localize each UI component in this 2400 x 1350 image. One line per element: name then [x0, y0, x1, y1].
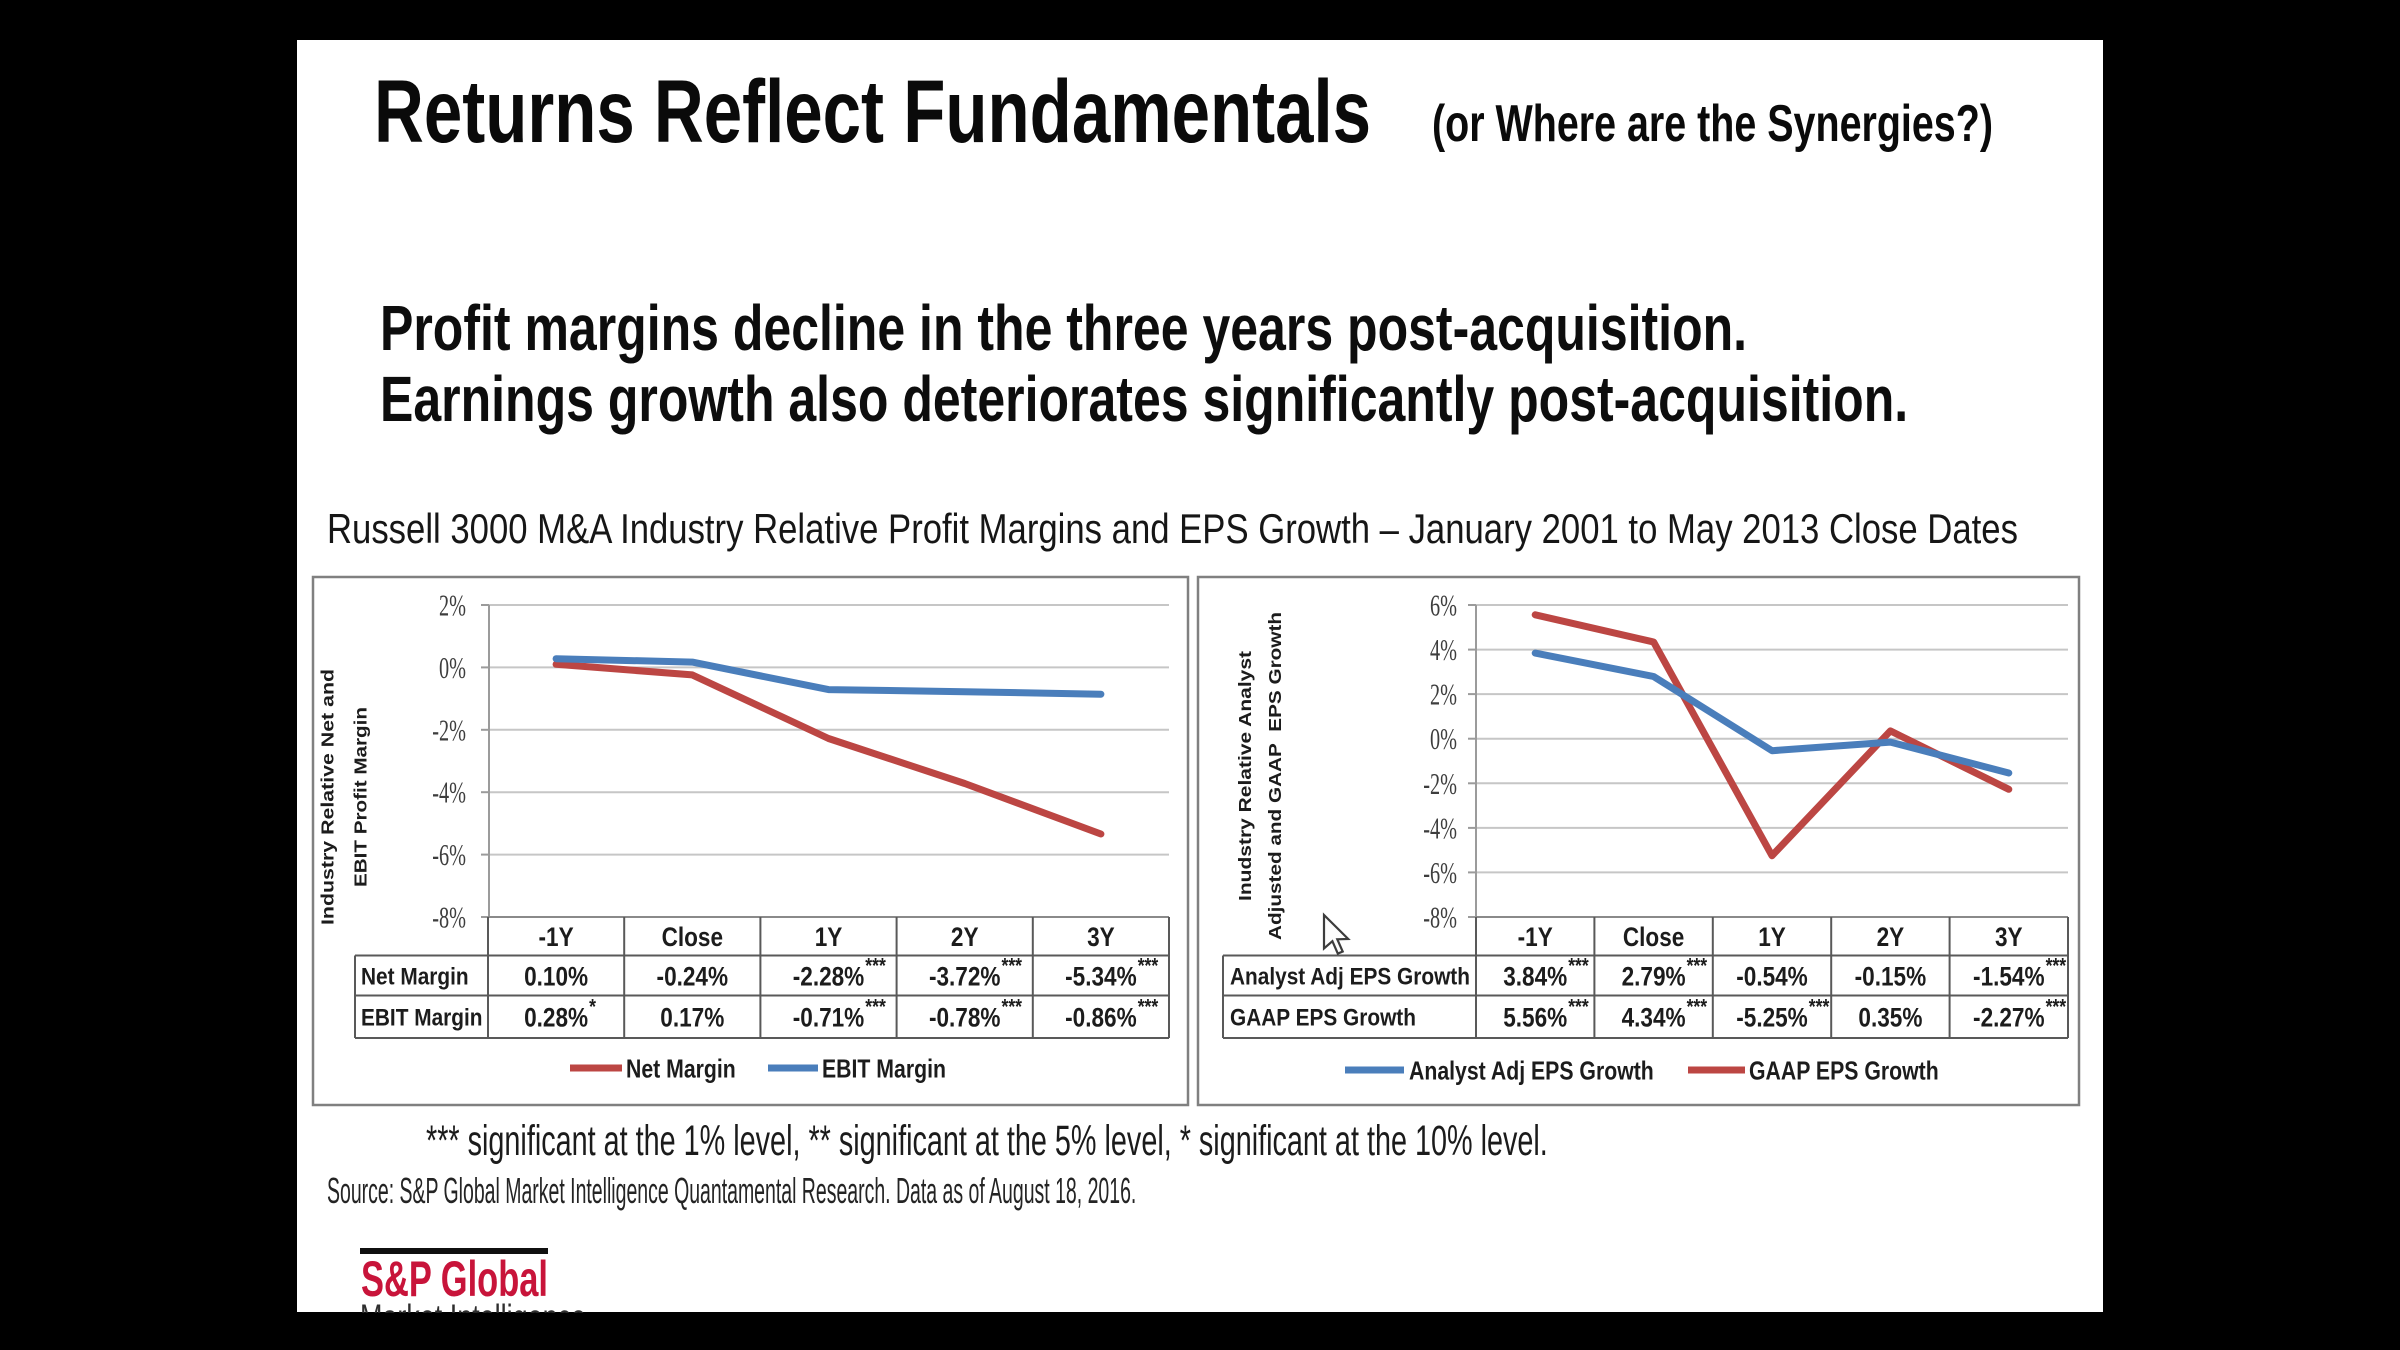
svg-text:-0.86%: -0.86% [1065, 1003, 1137, 1033]
svg-text:6%: 6% [1430, 588, 1457, 622]
svg-text:-1Y: -1Y [539, 922, 574, 952]
svg-text:***: *** [2046, 995, 2067, 1019]
svg-text:-4%: -4% [432, 775, 466, 809]
svg-text:-0.54%: -0.54% [1736, 962, 1808, 992]
svg-text:0%: 0% [1430, 722, 1457, 756]
svg-text:3Y: 3Y [1087, 922, 1115, 952]
svg-text:-0.24%: -0.24% [657, 962, 729, 992]
svg-text:0.35%: 0.35% [1858, 1003, 1922, 1033]
svg-text:-6%: -6% [1423, 856, 1457, 890]
svg-text:GAAP EPS Growth: GAAP EPS Growth [1749, 1058, 1939, 1086]
svg-text:***: *** [1002, 995, 1023, 1019]
svg-text:Analyst Adj EPS Growth: Analyst Adj EPS Growth [1409, 1058, 1654, 1086]
svg-text:-2.28%: -2.28% [793, 962, 865, 992]
svg-text:-0.71%: -0.71% [793, 1003, 865, 1033]
svg-text:2Y: 2Y [951, 922, 979, 952]
svg-text:***: *** [865, 954, 886, 978]
svg-text:***: *** [1809, 995, 1830, 1019]
svg-text:Adjusted and GAAP EPS Growth: Adjusted and GAAP EPS Growth [1266, 612, 1285, 940]
svg-text:-5.34%: -5.34% [1065, 962, 1137, 992]
svg-text:EBIT Profit Margin: EBIT Profit Margin [351, 707, 370, 887]
svg-text:EBIT Margin: EBIT Margin [822, 1056, 946, 1084]
svg-text:-4%: -4% [1423, 811, 1457, 845]
svg-text:Close: Close [1623, 922, 1684, 952]
svg-text:0.10%: 0.10% [524, 962, 588, 992]
svg-text:-6%: -6% [432, 838, 466, 872]
svg-text:Industry Relative Net and: Industry Relative Net and [318, 669, 337, 925]
svg-text:Close: Close [662, 922, 723, 952]
svg-text:EBIT Margin: EBIT Margin [361, 1004, 483, 1031]
svg-text:5.56%: 5.56% [1503, 1003, 1567, 1033]
svg-text:4%: 4% [1430, 633, 1457, 667]
svg-text:Analyst Adj EPS Growth: Analyst Adj EPS Growth [1230, 963, 1470, 990]
svg-text:0%: 0% [439, 651, 466, 685]
svg-text:-8%: -8% [1423, 900, 1457, 934]
svg-text:2Y: 2Y [1877, 922, 1905, 952]
svg-text:Net Margin: Net Margin [361, 963, 469, 990]
svg-text:2%: 2% [1430, 677, 1457, 711]
svg-text:***: *** [1002, 954, 1023, 978]
svg-text:Inudstry Relative Analyst: Inudstry Relative Analyst [1236, 651, 1255, 901]
svg-text:3Y: 3Y [1995, 922, 2023, 952]
svg-text:***: *** [1568, 995, 1589, 1019]
svg-text:-5.25%: -5.25% [1736, 1003, 1808, 1033]
svg-text:0.17%: 0.17% [660, 1003, 724, 1033]
svg-text:GAAP EPS Growth: GAAP EPS Growth [1230, 1004, 1416, 1031]
svg-text:3.84%: 3.84% [1503, 962, 1567, 992]
svg-text:-1.54%: -1.54% [1973, 962, 2045, 992]
svg-text:-0.15%: -0.15% [1855, 962, 1927, 992]
svg-text:-2%: -2% [432, 713, 466, 747]
svg-text:***: *** [1138, 954, 1159, 978]
svg-text:-2.27%: -2.27% [1973, 1003, 2045, 1033]
svg-text:Net Margin: Net Margin [626, 1056, 736, 1084]
svg-text:-1Y: -1Y [1518, 922, 1553, 952]
svg-text:***: *** [2046, 954, 2067, 978]
svg-text:2%: 2% [439, 588, 466, 622]
svg-text:-2%: -2% [1423, 767, 1457, 801]
svg-text:-8%: -8% [432, 900, 466, 934]
svg-text:*: * [589, 995, 596, 1019]
svg-text:-3.72%: -3.72% [929, 962, 1001, 992]
svg-text:-0.78%: -0.78% [929, 1003, 1001, 1033]
svg-text:***: *** [1568, 954, 1589, 978]
svg-text:1Y: 1Y [815, 922, 843, 952]
svg-text:***: *** [1687, 954, 1708, 978]
svg-text:1Y: 1Y [1758, 922, 1786, 952]
svg-text:***: *** [1687, 995, 1708, 1019]
svg-text:***: *** [865, 995, 886, 1019]
svg-text:0.28%: 0.28% [524, 1003, 588, 1033]
svg-text:4.34%: 4.34% [1622, 1003, 1686, 1033]
svg-text:2.79%: 2.79% [1622, 962, 1686, 992]
svg-text:***: *** [1138, 995, 1159, 1019]
